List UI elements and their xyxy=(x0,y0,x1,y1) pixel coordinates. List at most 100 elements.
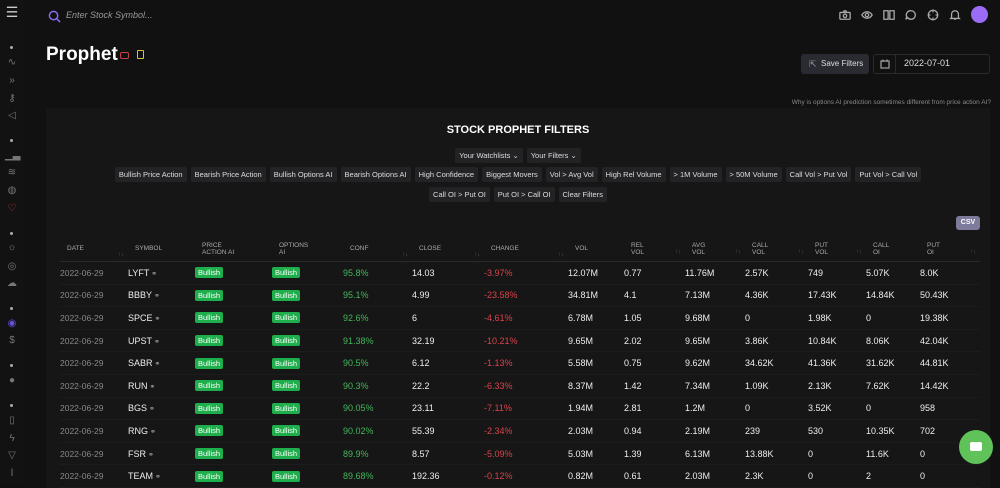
bolt-icon[interactable]: ϟ xyxy=(9,433,15,444)
bell-icon[interactable] xyxy=(949,9,961,21)
sort-icon[interactable]: ↑↓ xyxy=(970,248,976,255)
table-row[interactable]: 2022-06-29 RUN ⚭ Bullish Bullish 90.3% 22.2 -6… xyxy=(60,375,980,398)
hamburger-icon[interactable]: ☰ xyxy=(5,4,19,20)
search-icon[interactable] xyxy=(48,10,61,23)
thermometer-icon[interactable]: ǀ xyxy=(10,468,14,479)
chat-icon[interactable] xyxy=(905,9,917,21)
date-input[interactable] xyxy=(904,58,984,68)
filter-chip[interactable]: Clear Filters xyxy=(558,187,607,202)
csv-button[interactable]: CSV xyxy=(956,216,980,230)
sort-icon[interactable]: ↑↓ xyxy=(558,252,564,258)
why-link[interactable]: Why is options AI prediction sometimes d… xyxy=(791,99,991,106)
layers-icon[interactable]: ≋ xyxy=(7,167,17,178)
globe-icon[interactable]: ◍ xyxy=(7,185,17,196)
filter-chip[interactable]: Biggest Movers xyxy=(482,167,542,182)
link-icon[interactable]: ⚭ xyxy=(152,293,160,301)
sort-icon[interactable]: ↑↓ xyxy=(856,248,862,255)
bar-chart-icon[interactable]: ▁▃ xyxy=(5,150,21,161)
sun-icon[interactable]: ☼ xyxy=(7,242,17,253)
link-icon[interactable]: ⚭ xyxy=(153,474,161,482)
stock-search-input[interactable] xyxy=(66,10,266,20)
avatar[interactable] xyxy=(971,6,988,23)
symbol-label[interactable]: UPST xyxy=(128,335,153,346)
link-icon[interactable]: ⚭ xyxy=(152,315,161,323)
link-icon[interactable]: ⚭ xyxy=(147,383,156,391)
filter-chip[interactable]: Put Vol > Call Vol xyxy=(855,167,922,182)
symbol-label[interactable]: RUN xyxy=(128,380,148,391)
table-row[interactable]: 2022-06-29 SABR ⚭ Bullish Bullish 90.5% 6.12-… xyxy=(60,352,980,375)
save-filters-button[interactable]: ⇱ Save Filters xyxy=(801,54,869,74)
link-icon[interactable]: ⚭ xyxy=(149,270,158,278)
camera-icon[interactable] xyxy=(839,9,851,21)
table-row[interactable]: 2022-06-29 BGS ⚭ Bullish Bullish 90.05% 23.11… xyxy=(60,398,980,421)
symbol-label[interactable]: SPCE xyxy=(128,312,153,323)
filter-chip[interactable]: > 50M Volume xyxy=(725,167,782,182)
heart-icon[interactable]: ♡ xyxy=(7,203,17,214)
map-icon[interactable]: ▯ xyxy=(9,415,15,426)
column-header[interactable]: CHANGE ↑↓ xyxy=(484,245,568,258)
sort-icon[interactable]: ↑↓ xyxy=(675,248,681,255)
eye-icon[interactable] xyxy=(861,9,873,21)
symbol-label[interactable]: LYFT xyxy=(128,267,150,278)
dropdown-watchlists[interactable]: Your Watchlists ⌄ xyxy=(455,148,523,163)
cloud-icon[interactable]: ☁ xyxy=(7,278,17,289)
filter-chip[interactable]: Bullish Price Action xyxy=(114,167,187,182)
column-header[interactable]: PUT OI ↑↓ xyxy=(920,242,980,256)
symbol-label[interactable]: RNG xyxy=(128,425,148,436)
column-header[interactable]: OPTIONS AI xyxy=(272,242,343,256)
filter-chip[interactable]: Vol > Avg Vol xyxy=(545,167,598,182)
key-icon[interactable]: ⚷ xyxy=(8,93,16,104)
column-header[interactable]: CONF ↑↓ xyxy=(343,245,412,258)
dollar-icon[interactable]: $ xyxy=(9,335,15,346)
filter-chip[interactable]: Put OI > Call OI xyxy=(493,187,555,202)
column-header[interactable]: AVG VOL ↑↓ xyxy=(685,242,745,256)
sort-icon[interactable]: ↑↓ xyxy=(735,248,741,255)
column-header[interactable]: CALL VOL ↑↓ xyxy=(745,242,808,256)
sort-icon[interactable]: ↑↓ xyxy=(474,252,480,258)
calendar-icon[interactable] xyxy=(874,55,896,73)
crosshair-icon[interactable] xyxy=(927,9,939,21)
symbol-label[interactable]: SABR xyxy=(128,358,153,369)
link-icon[interactable]: ⚭ xyxy=(147,406,155,414)
speaker-icon[interactable]: ◁ xyxy=(8,110,16,121)
table-row[interactable]: 2022-06-29 LYFT ⚭ Bullish Bullish 95.8% 14.03… xyxy=(60,262,980,285)
column-header[interactable]: DATE ↑↓ xyxy=(60,245,128,258)
dropdown-filters[interactable]: Your Filters ⌄ xyxy=(526,148,581,163)
document-icon[interactable] xyxy=(137,50,144,59)
sort-icon[interactable]: ↑↓ xyxy=(402,252,408,258)
column-header[interactable]: REL VOL ↑↓ xyxy=(624,242,685,256)
filter-chip[interactable]: Bearish Price Action xyxy=(190,167,266,182)
filter-chip[interactable]: Bearish Options AI xyxy=(340,167,411,182)
link-icon[interactable]: ⚭ xyxy=(152,361,161,369)
link-icon[interactable]: ⚭ xyxy=(152,338,160,346)
column-header[interactable]: CALL OI xyxy=(866,242,920,256)
date-picker[interactable] xyxy=(873,54,990,74)
column-header[interactable]: VOL xyxy=(568,245,624,252)
symbol-label[interactable]: FSR xyxy=(128,448,146,459)
youtube-icon[interactable] xyxy=(120,52,129,59)
chevrons-icon[interactable]: » xyxy=(9,75,15,86)
column-header[interactable]: CLOSE ↑↓ xyxy=(412,245,484,258)
prophet-icon[interactable]: ◉ xyxy=(7,318,17,329)
basketball-icon[interactable]: ◎ xyxy=(7,261,17,272)
filter-chip[interactable]: > 1M Volume xyxy=(669,167,722,182)
chat-button[interactable] xyxy=(959,430,993,464)
column-header[interactable]: PRICE ACTION AI xyxy=(195,242,272,256)
symbol-label[interactable]: BBBY xyxy=(128,290,153,301)
table-row[interactable]: 2022-06-29 UPST ⚭ Bullish Bullish 91.38% 32.1… xyxy=(60,330,980,353)
symbol-label[interactable]: TEAM xyxy=(128,471,154,482)
table-row[interactable]: 2022-06-29 FSR ⚭ Bullish Bullish 89.9% 8.57 -5… xyxy=(60,443,980,466)
filter-chip[interactable]: Bullish Options AI xyxy=(269,167,337,182)
table-row[interactable]: 2022-06-29 BBBY ⚭ Bullish Bullish 95.1% 4.99-… xyxy=(60,285,980,308)
link-icon[interactable]: ⚭ xyxy=(148,428,156,436)
table-row[interactable]: 2022-06-29 SPCE ⚭ Bullish Bullish 92.6% 6 -4.6… xyxy=(60,307,980,330)
table-row[interactable]: 2022-06-29 RNG ⚭ Bullish Bullish 90.02% 55.39… xyxy=(60,420,980,443)
table-row[interactable]: 2022-06-29 TEAM ⚭ Bullish Bullish 89.68% 192.… xyxy=(60,465,980,488)
column-header[interactable]: PUT VOL ↑↓ xyxy=(808,242,866,256)
book-icon[interactable] xyxy=(883,9,895,21)
sort-icon[interactable]: ↑↓ xyxy=(118,252,124,258)
symbol-label[interactable]: BGS xyxy=(128,403,148,414)
filter-icon[interactable]: ▽ xyxy=(8,450,16,461)
filter-chip[interactable]: High Confidence xyxy=(414,167,479,182)
link-icon[interactable]: ⚭ xyxy=(146,451,154,459)
